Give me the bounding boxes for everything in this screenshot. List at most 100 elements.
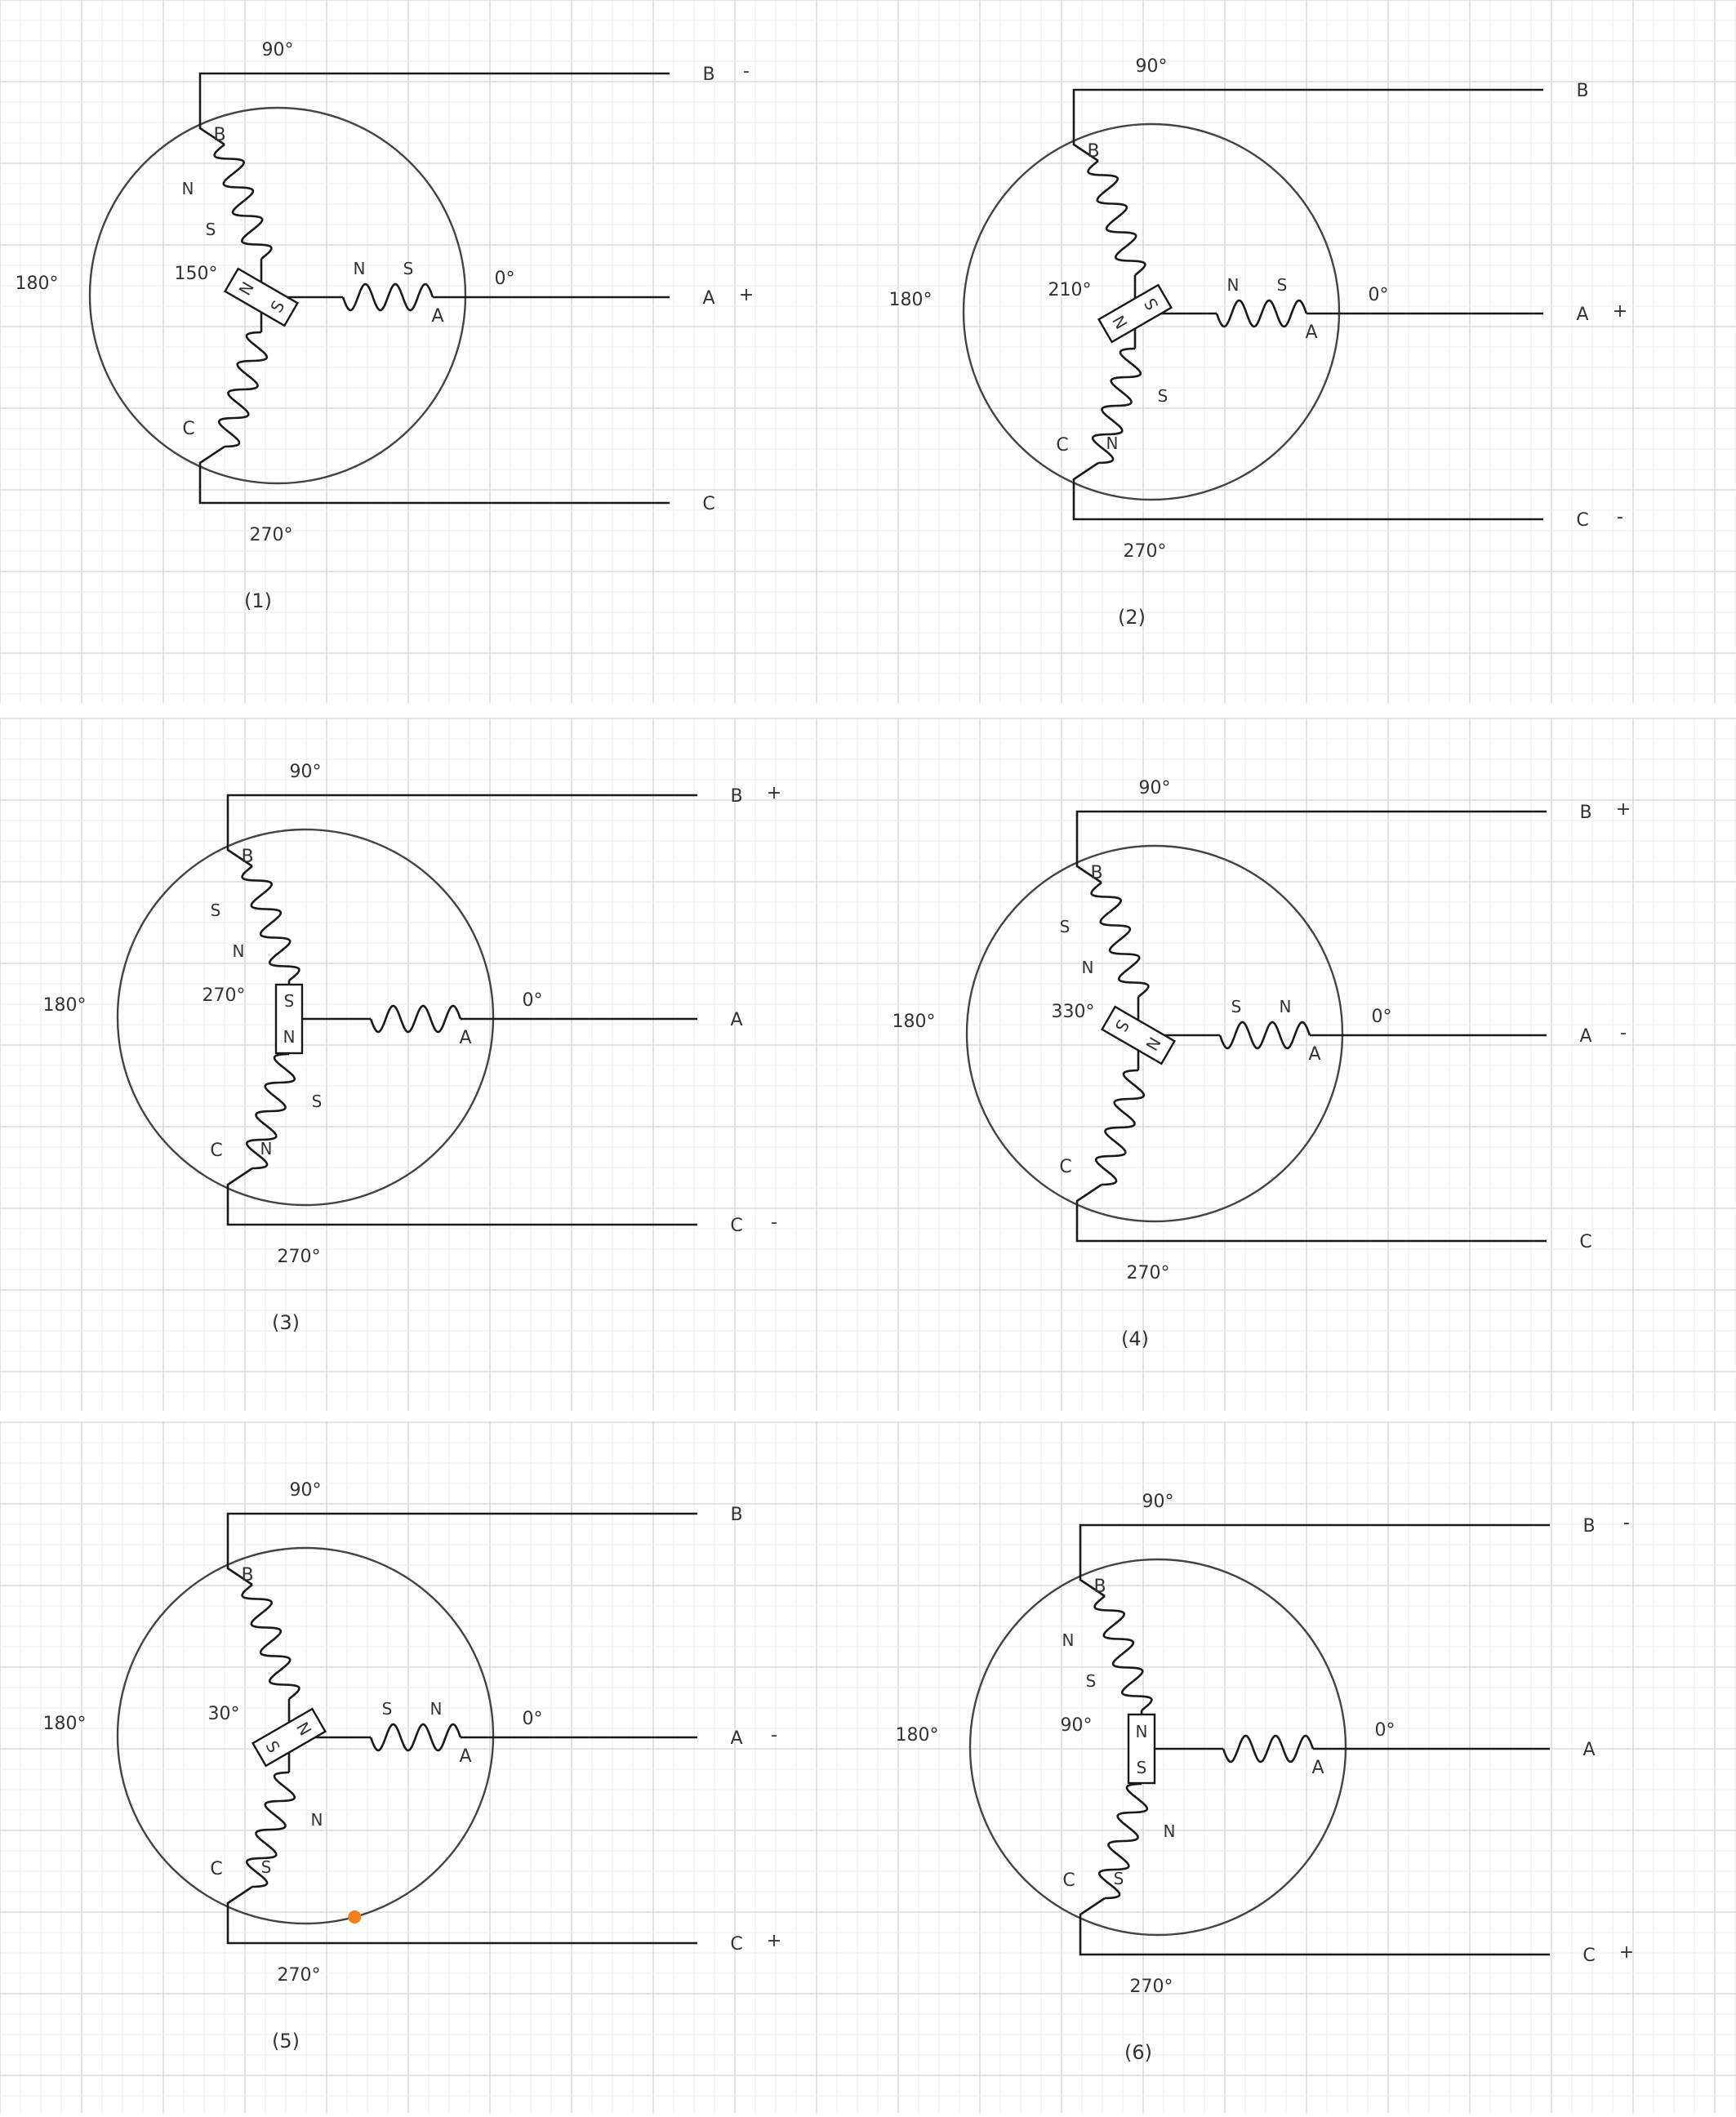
angle-0-label: 0° (523, 990, 543, 1011)
terminal-b-label: B (730, 1505, 742, 1525)
terminal-b-sign: + (1616, 799, 1631, 820)
terminal-b-sign: + (767, 783, 781, 803)
winding-c-label: C (1059, 1157, 1071, 1177)
b-wire (1075, 810, 1547, 884)
b-coil-pole-1: N (182, 179, 194, 198)
rotor-angle-label: 150° (175, 264, 218, 284)
angle-270-label: 270° (278, 1247, 321, 1267)
winding-c-label: C (210, 1859, 222, 1879)
grid-band-2 (0, 718, 1736, 1411)
diagram-caption: (5) (272, 2030, 300, 2053)
b-winding-coil (241, 1583, 300, 1701)
angle-180-label: 180° (16, 274, 59, 294)
terminal-c-sign: + (1619, 1942, 1634, 1963)
b-wire (226, 794, 697, 868)
rotor-south-label: S (1137, 1758, 1147, 1777)
terminal-b-sign: - (1623, 1513, 1630, 1533)
angle-0-label: 0° (495, 269, 515, 289)
terminal-a-sign: - (1620, 1023, 1627, 1043)
terminal-a-sign: + (739, 285, 754, 305)
terminal-a-label: A (702, 288, 714, 309)
c-coil-pole-2: N (1106, 434, 1119, 453)
rotor-body (251, 1707, 327, 1768)
a-winding-coil (369, 1004, 462, 1034)
winding-b-label: B (1090, 863, 1102, 883)
stator-circle (88, 106, 467, 485)
winding-a-label: A (431, 306, 443, 327)
a-winding-coil (1218, 1021, 1311, 1050)
winding-b-label: B (213, 125, 225, 145)
a-winding-coil (1222, 1734, 1315, 1763)
b-coil-pole-2: S (1086, 1671, 1097, 1691)
c-wire (226, 1167, 697, 1226)
c-winding-coil (217, 331, 269, 448)
winding-b-label: B (1093, 1577, 1106, 1597)
c-winding-coil (245, 1052, 296, 1170)
stator-circle (965, 844, 1344, 1223)
winding-a-label: A (459, 1028, 471, 1048)
rotor-magnet: NS (251, 1707, 327, 1768)
rotor-body (1100, 1005, 1177, 1065)
c-wire (198, 445, 670, 505)
angle-270-label: 270° (1130, 1977, 1173, 1997)
rotor-angle-label: 210° (1048, 280, 1092, 300)
angle-90-label: 90° (1142, 1492, 1174, 1512)
diagram-caption: (1) (244, 589, 272, 612)
b-coil-pole-1: S (211, 901, 221, 920)
terminal-b-label: B (1582, 1516, 1595, 1537)
angle-180-label: 180° (43, 995, 87, 1016)
c-winding-coil (245, 1771, 296, 1888)
rotor-magnet: NS (1100, 1005, 1177, 1065)
c-wire (1079, 1897, 1550, 1956)
b-wire (226, 1512, 697, 1586)
terminal-a-label: A (1579, 1026, 1591, 1047)
terminal-c-label: C (730, 1216, 742, 1236)
angle-270-label: 270° (250, 525, 293, 545)
c-coil-pole-2: S (261, 1857, 272, 1877)
b-coil-pole-2: N (1082, 958, 1094, 977)
terminal-b-label: B (1579, 803, 1591, 823)
winding-c-label: C (182, 419, 194, 439)
angle-270-label: 270° (278, 1965, 321, 1986)
winding-b-label: B (241, 847, 253, 867)
angle-90-label: 90° (290, 762, 322, 782)
terminal-c-label: C (1579, 1232, 1591, 1252)
c-winding-coil (1091, 347, 1142, 465)
diagram-caption: (3) (272, 1311, 300, 1334)
grid-band-1 (0, 0, 1736, 704)
terminal-b-label: B (730, 786, 742, 807)
c-winding-coil (1097, 1782, 1149, 1900)
b-coil-pole-1: N (1062, 1630, 1075, 1650)
rotor-north-label: N (283, 1026, 296, 1046)
terminal-c-sign: + (767, 1931, 781, 1951)
winding-b-label: B (1087, 141, 1099, 162)
c-coil-pole-2: S (1114, 1869, 1124, 1888)
b-coil-pole-2: S (206, 220, 216, 239)
a-coil-pole-2: S (1277, 275, 1288, 295)
terminal-c-label: C (730, 1934, 742, 1955)
b-wire (198, 72, 670, 146)
rotor-magnet: NS (1097, 283, 1173, 344)
grid-band-3 (0, 1421, 1736, 2113)
b-wire (1072, 88, 1543, 162)
b-wire (1079, 1523, 1550, 1598)
rotor-magnet: NS (274, 983, 304, 1055)
winding-a-label: A (459, 1746, 471, 1767)
stator-circle (968, 1558, 1347, 1937)
angle-90-label: 90° (1136, 56, 1168, 77)
angle-180-label: 180° (889, 290, 933, 310)
c-wire (1075, 1183, 1547, 1243)
rotor-angle-label: 30° (208, 1704, 240, 1724)
b-coil-pole-2: N (233, 941, 245, 961)
winding-c-label: C (210, 1141, 222, 1161)
rotor-magnet: NS (1127, 1713, 1156, 1785)
c-winding-coil (1094, 1069, 1146, 1186)
a-winding-coil (341, 282, 434, 312)
rotor-body (223, 267, 300, 327)
c-coil-pole-1: S (1158, 386, 1168, 406)
b-winding-coil (1090, 881, 1150, 998)
